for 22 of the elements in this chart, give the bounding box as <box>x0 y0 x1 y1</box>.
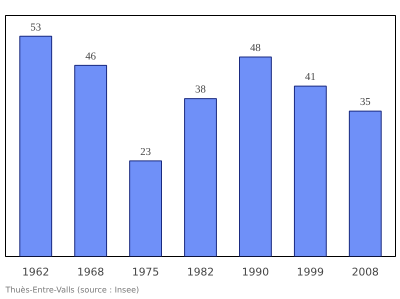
data-label: 46 <box>85 51 97 62</box>
data-label: 23 <box>140 146 151 158</box>
data-label: 48 <box>250 43 261 54</box>
x-tick-label: 1982 <box>186 266 214 278</box>
data-label: 41 <box>305 72 316 84</box>
x-tick-label: 1968 <box>77 266 104 278</box>
x-tick-label: 2008 <box>352 266 380 278</box>
data-label: 53 <box>30 22 42 34</box>
x-tick-label: 1999 <box>296 266 324 278</box>
bar <box>19 36 52 256</box>
bar <box>294 86 327 256</box>
bar <box>348 110 382 256</box>
bar <box>184 98 217 256</box>
x-tick-label: 1975 <box>132 266 160 278</box>
bar <box>74 64 108 256</box>
x-tick-label: 1962 <box>22 266 50 278</box>
bar <box>239 56 272 256</box>
data-label: 35 <box>360 97 371 108</box>
x-tick-label: 1990 <box>242 266 270 278</box>
text: Thuès-Entre-Valls (source : Insee) <box>4 286 140 294</box>
bar <box>129 160 162 256</box>
data-label: 38 <box>195 84 206 96</box>
